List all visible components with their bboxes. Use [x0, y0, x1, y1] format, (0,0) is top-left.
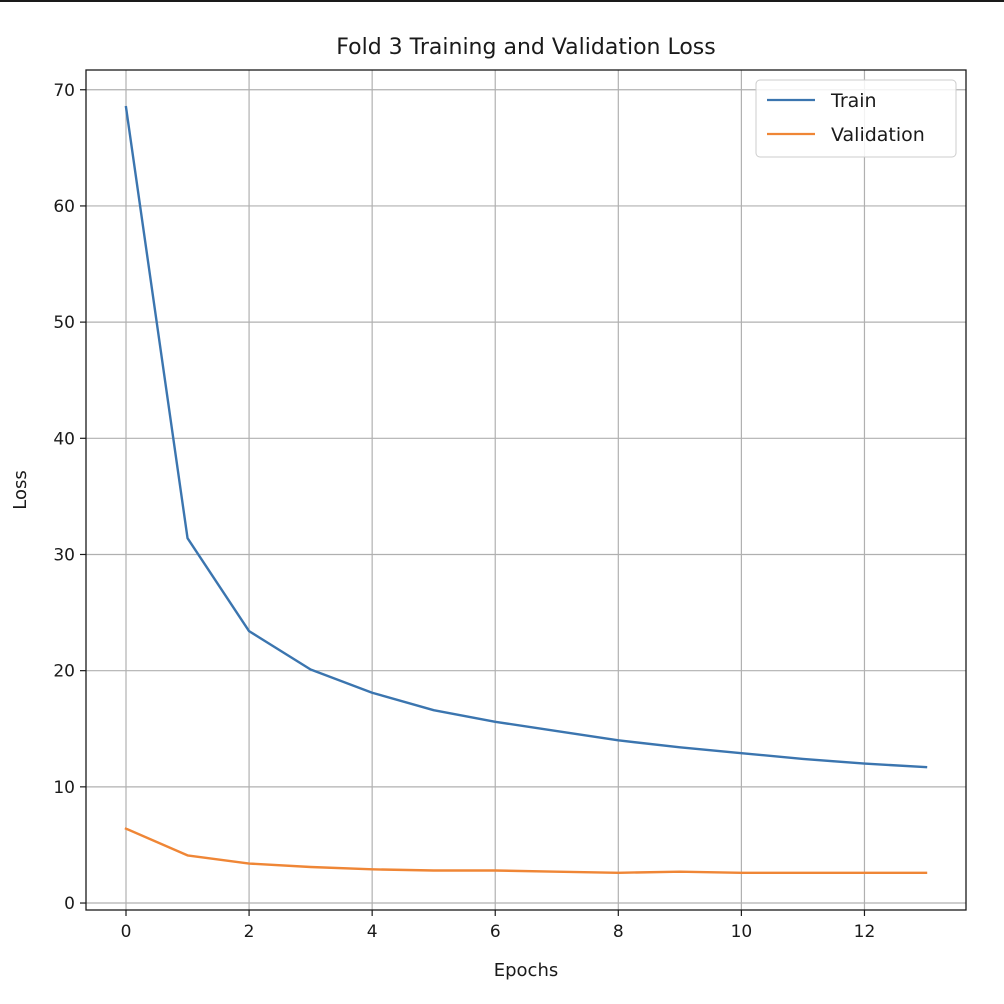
y-tick-label: 50 — [53, 313, 75, 333]
x-tick-label: 2 — [244, 922, 255, 942]
y-axis-ticks: 0 10 20 30 40 50 60 70 — [53, 81, 86, 914]
plot-frame — [86, 70, 966, 910]
y-tick-label: 0 — [64, 894, 75, 914]
y-tick-label: 70 — [53, 81, 75, 101]
x-tick-label: 0 — [121, 922, 132, 942]
y-tick-label: 40 — [53, 429, 75, 449]
y-tick-label: 20 — [53, 662, 75, 682]
x-tick-label: 12 — [854, 922, 876, 942]
x-tick-label: 4 — [367, 922, 378, 942]
legend-label-validation: Validation — [831, 124, 925, 146]
x-axis-label: Epochs — [494, 960, 559, 981]
x-axis-ticks: 0 2 4 6 8 10 12 — [121, 910, 876, 942]
y-tick-label: 10 — [53, 778, 75, 798]
chart-title: Fold 3 Training and Validation Loss — [336, 35, 715, 60]
legend-label-train: Train — [830, 90, 877, 112]
series-line-validation — [126, 829, 926, 873]
y-tick-label: 30 — [53, 545, 75, 565]
legend: Train Validation — [756, 80, 956, 157]
x-tick-label: 10 — [731, 922, 753, 942]
y-axis-label: Loss — [10, 470, 31, 509]
series-lines — [126, 107, 926, 873]
grid-lines — [86, 70, 966, 910]
y-tick-label: 60 — [53, 197, 75, 217]
x-tick-label: 8 — [613, 922, 624, 942]
x-tick-label: 6 — [490, 922, 501, 942]
